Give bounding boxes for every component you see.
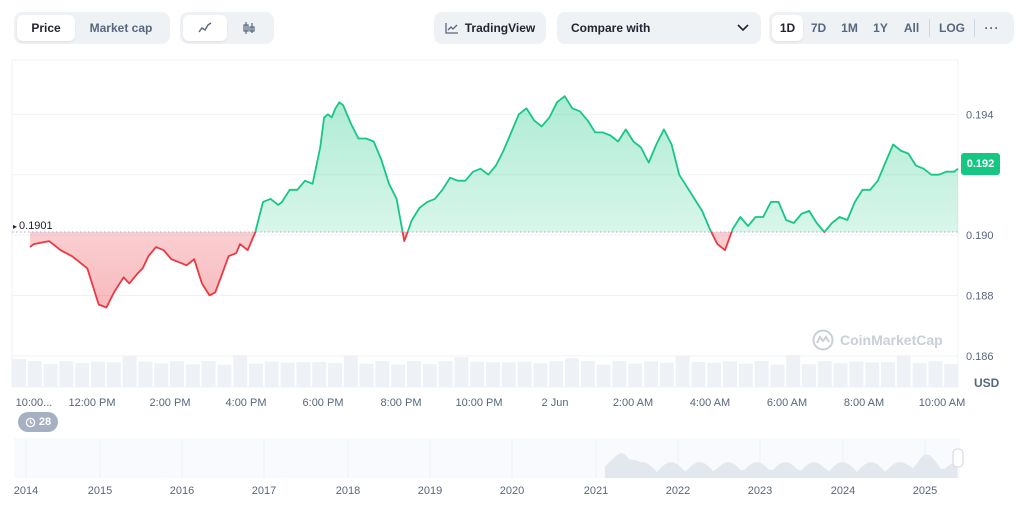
line-chart-icon[interactable] — [183, 15, 227, 41]
watermark: CoinMarketCap — [812, 329, 943, 351]
range-1m[interactable]: 1M — [841, 21, 858, 35]
history-year-label: 2015 — [88, 485, 112, 497]
history-badge-count: 28 — [38, 416, 52, 428]
y-tick-label: 0.188 — [966, 290, 994, 302]
history-year-label: 2021 — [584, 485, 608, 497]
chart-toolbar: Price Market cap TradingView Compare wit… — [14, 12, 1014, 44]
history-year-label: 2020 — [500, 485, 524, 497]
price-tab[interactable]: Price — [17, 15, 75, 41]
range-1y[interactable]: 1Y — [873, 21, 888, 35]
history-year-label: 2019 — [418, 485, 442, 497]
area-below-reference — [30, 232, 958, 308]
history-icon — [25, 417, 36, 427]
x-tick-label: 10:00 PM — [455, 397, 502, 409]
price-line-below — [29, 232, 826, 309]
y-tick-label: 0.190 — [966, 230, 994, 242]
price-line-above — [254, 95, 959, 233]
range-divider — [929, 19, 930, 37]
x-tick-label: 10:00... — [16, 397, 53, 409]
chart-type-toggle: Price Market cap — [14, 12, 170, 44]
log-scale-button[interactable]: LOG — [939, 21, 965, 35]
volume-bars — [12, 355, 959, 387]
tradingview-label: TradingView — [464, 21, 536, 35]
history-badge[interactable]: 28 — [18, 412, 58, 432]
history-year-label: 2018 — [336, 485, 360, 497]
history-year-label: 2023 — [748, 485, 772, 497]
compare-with-dropdown[interactable]: Compare with — [557, 12, 761, 44]
range-1d[interactable]: 1D — [772, 15, 803, 41]
watermark-text: CoinMarketCap — [840, 332, 943, 348]
currency-label: USD — [974, 376, 1000, 390]
reference-arrow-icon: ▸ — [13, 221, 18, 231]
range-7d[interactable]: 7D — [810, 21, 827, 35]
more-options-button[interactable]: ··· — [984, 21, 1000, 35]
history-year-label: 2017 — [252, 485, 276, 497]
compare-with-label: Compare with — [571, 21, 651, 35]
x-tick-label: 8:00 PM — [381, 397, 422, 409]
time-range-toggle: 1D 7D 1M 1Y All LOG ··· — [769, 12, 1014, 44]
x-tick-label: 2:00 AM — [613, 397, 653, 409]
history-year-label: 2014 — [14, 485, 38, 497]
history-year-label: 2025 — [913, 485, 937, 497]
history-year-label: 2022 — [666, 485, 690, 497]
x-tick-label: 6:00 AM — [767, 397, 807, 409]
history-year-label: 2024 — [831, 485, 855, 497]
candlestick-icon[interactable] — [227, 15, 271, 41]
x-tick-label: 2 Jun — [542, 397, 569, 409]
x-tick-label: 2:00 PM — [150, 397, 191, 409]
chevron-down-icon — [737, 24, 749, 32]
range-divider — [974, 19, 975, 37]
current-price-tag: 0.192 — [961, 153, 1000, 175]
reference-price-value: 0.1901 — [19, 220, 53, 232]
x-tick-label: 12:00 PM — [68, 397, 115, 409]
x-tick-label: 4:00 PM — [226, 397, 267, 409]
market-cap-tab[interactable]: Market cap — [89, 21, 153, 35]
history-year-label: 2016 — [170, 485, 194, 497]
chart-mode-toggle — [180, 12, 274, 44]
y-tick-label: 0.186 — [966, 351, 994, 363]
tradingview-button[interactable]: TradingView — [434, 12, 546, 44]
area-above-reference — [255, 96, 958, 233]
coinmarketcap-logo-icon — [812, 329, 834, 351]
y-tick-label: 0.194 — [966, 109, 994, 121]
x-tick-label: 6:00 PM — [303, 397, 344, 409]
tradingview-icon — [445, 23, 458, 34]
x-tick-label: 8:00 AM — [844, 397, 884, 409]
history-volume-area — [605, 452, 958, 478]
x-tick-label: 4:00 AM — [690, 397, 730, 409]
history-range-handle — [952, 448, 964, 468]
range-all[interactable]: All — [903, 21, 920, 35]
reference-price-label: ▸ 0.1901 — [13, 220, 53, 232]
x-tick-label: 10:00 AM — [919, 397, 965, 409]
